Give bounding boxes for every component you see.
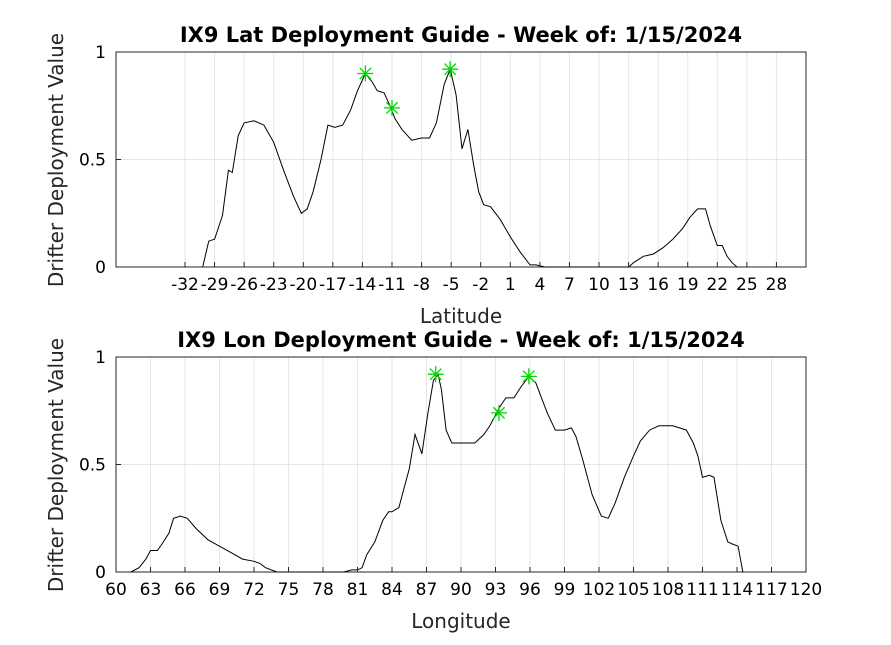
lat-x-ticks: -32 -29 -26 -23 -20 -17 -14 -11 -8 -5 -2 1 4 7 10 13 16 1… [171,262,787,295]
lon-x-tick-label: 60 [105,580,127,600]
lon-series-layer [130,373,744,573]
lon-x-tick-label: 99 [554,580,576,600]
lon-peak-marker [427,366,444,383]
lon-x-tick-label: 90 [450,580,472,600]
lon-y-tick-label: 1 [95,348,106,368]
lat-y-tick-label: 0.5 [79,151,106,171]
lat-x-tick-label: -17 [319,275,347,295]
lon-peak-marker-stroke [429,368,442,381]
lon-grid [115,356,807,573]
lat-series-layer [202,67,738,268]
lat-x-tick-label: 4 [534,275,545,295]
lat-x-tick-label: 1 [505,275,516,295]
lon-x-tick-label: 63 [140,580,162,600]
lon-chart-title: IX9 Lon Deployment Guide - Week of: 1/15… [177,328,745,352]
lat-x-tick-label: -14 [349,275,377,295]
lat-x-tick-label: 19 [677,275,699,295]
lat-x-tick-label: 16 [647,275,669,295]
lat-peak-marker [442,61,459,78]
lon-x-tick-label: 69 [209,580,231,600]
lon-deployment-value-line [130,373,744,573]
lon-x-tick-label: 87 [416,580,438,600]
lat-x-tick-label: 10 [588,275,610,295]
lat-x-tick-label: -32 [171,275,199,295]
lat-x-tick-label: -26 [230,275,258,295]
lon-x-tick-label: 93 [485,580,507,600]
lon-x-ticks: 60 63 66 69 72 75 78 81 84 87 90 93 96 99 102 105 108 111… [105,567,822,600]
lat-x-tick-label: -2 [472,275,489,295]
lat-x-tick-label: 13 [618,275,640,295]
lat-chart-title: IX9 Lat Deployment Guide - Week of: 1/15… [180,23,742,47]
lat-y-tick-label: 0 [95,258,106,278]
lat-x-tick-label: 7 [564,275,575,295]
lat-x-tick-label: -20 [289,275,317,295]
lon-peak-marker-stroke [492,406,506,420]
lon-peak-marker [490,404,507,421]
lon-x-tick-label: 117 [755,580,787,600]
lon-y-tick-label: 0.5 [79,456,106,476]
lon-y-axis-label: Drifter Deployment Value [44,338,68,592]
lon-x-tick-label: 81 [347,580,369,600]
lat-x-tick-label: -29 [201,275,229,295]
lat-peak-marker-stroke [385,101,399,115]
lat-peak-marker [384,99,400,116]
lat-x-tick-label: 28 [766,275,788,295]
lat-peak-marker-stroke [444,63,457,76]
lat-x-tick-label: -5 [443,275,460,295]
lon-x-tick-label: 78 [312,580,334,600]
lon-peak-marker-stroke [522,370,535,383]
lat-x-tick-label: 25 [736,275,758,295]
lon-x-tick-label: 108 [652,580,684,600]
lon-x-tick-label: 102 [583,580,615,600]
lon-x-tick-label: 111 [686,580,718,600]
lat-x-tick-label: -11 [378,275,406,295]
lon-plot: 60 63 66 69 72 75 78 81 84 87 90 93 96 99 102 105 108 111… [44,328,822,633]
lon-marker-layer [427,366,537,421]
lat-peak-marker [357,65,374,82]
lon-x-tick-label: 84 [381,580,403,600]
lat-x-tick-label: -23 [260,275,288,295]
lon-y-tick-label: 0 [95,563,106,583]
lat-y-tick-label: 1 [95,43,106,63]
lon-x-tick-label: 72 [243,580,265,600]
lat-y-axis-label: Drifter Deployment Value [44,33,68,287]
lon-x-tick-label: 75 [278,580,300,600]
lat-x-axis-label: Latitude [420,304,502,328]
lat-marker-layer [357,61,459,116]
lon-x-axis-label: Longitude [411,609,510,633]
lat-x-tick-label: 22 [706,275,728,295]
lat-y-ticks: 00.51 [79,43,121,278]
lon-x-tick-label: 96 [519,580,541,600]
lon-x-tick-label: 105 [617,580,649,600]
lon-peak-marker [520,368,537,385]
lon-y-ticks: 00.51 [79,348,121,583]
lat-peak-marker-stroke [359,67,372,80]
lon-x-tick-label: 114 [721,580,753,600]
lat-deployment-value-line [202,67,738,268]
lon-x-tick-label: 120 [790,580,822,600]
lat-x-tick-label: -8 [413,275,430,295]
lat-plot: -32 -29 -26 -23 -20 -17 -14 -11 -8 -5 -2 1 4 7 10 13 16 1… [44,23,807,328]
lon-x-tick-label: 66 [174,580,196,600]
